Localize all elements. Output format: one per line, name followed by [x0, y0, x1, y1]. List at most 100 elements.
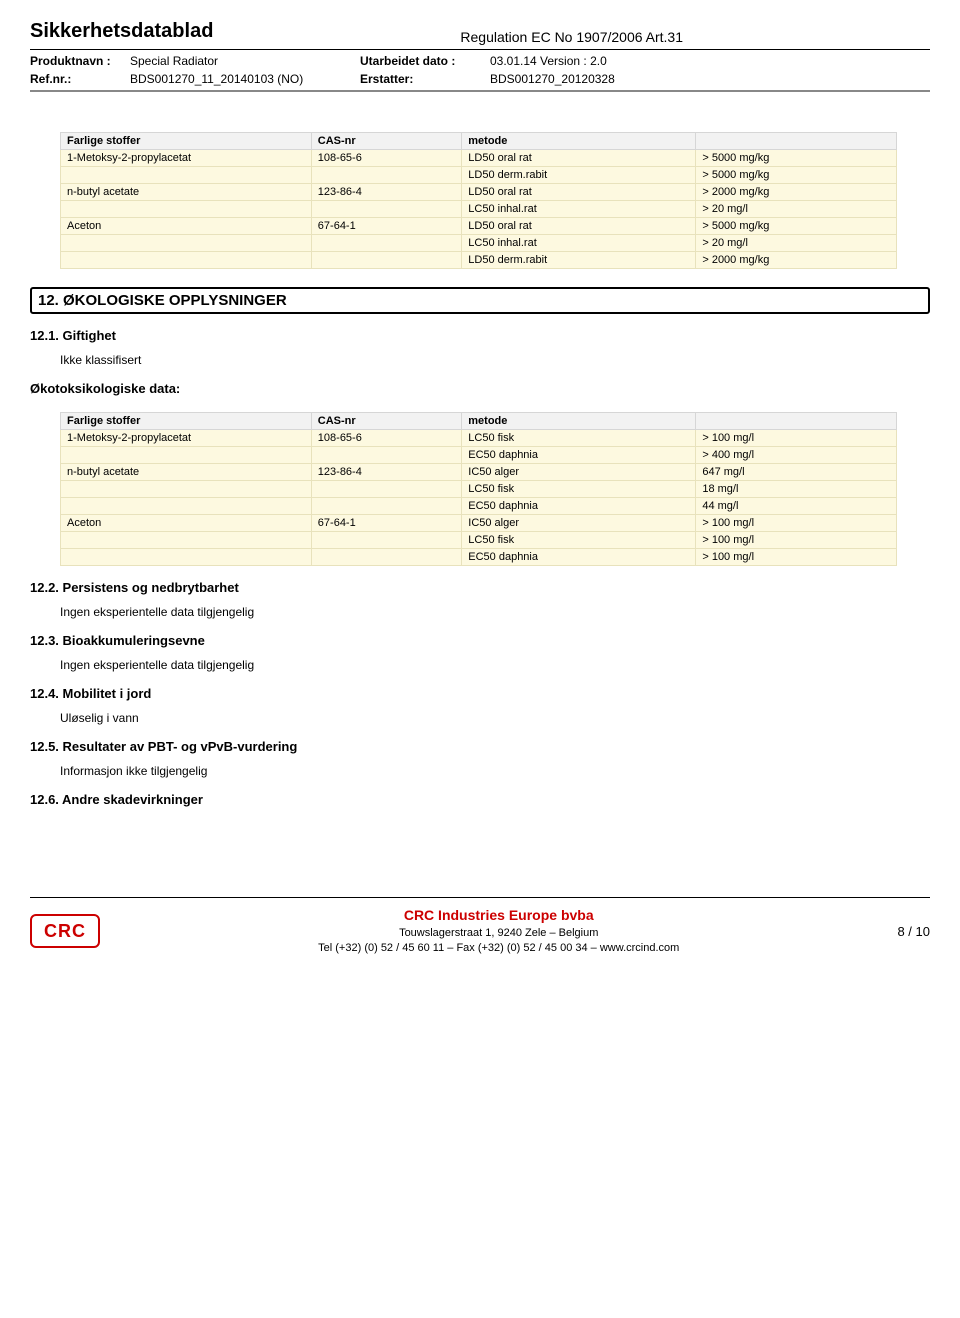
- page-footer: CRC CRC Industries Europe bvba Touwslage…: [30, 897, 930, 956]
- table-row: LC50 inhal.rat> 20 mg/l: [61, 201, 897, 218]
- table-cell: LD50 derm.rabit: [462, 252, 696, 269]
- table-cell: EC50 daphnia: [462, 498, 696, 515]
- erstatter-label: Erstatter:: [360, 72, 490, 86]
- product-info-row2: Ref.nr.: BDS001270_11_20140103 (NO) Erst…: [30, 72, 930, 86]
- section-12-header: 12. ØKOLOGISKE OPPLYSNINGER: [30, 287, 930, 314]
- table-cell: [61, 498, 312, 515]
- table-row: EC50 daphnia44 mg/l: [61, 498, 897, 515]
- table-row: LC50 fisk> 100 mg/l: [61, 532, 897, 549]
- table-cell: [311, 447, 461, 464]
- footer-company: CRC Industries Europe bvba: [120, 906, 877, 926]
- table-cell: LC50 fisk: [462, 532, 696, 549]
- table-row: EC50 daphnia> 100 mg/l: [61, 549, 897, 566]
- table-cell: > 100 mg/l: [696, 515, 897, 532]
- table-row: Aceton67-64-1IC50 alger> 100 mg/l: [61, 515, 897, 532]
- table-cell: 647 mg/l: [696, 464, 897, 481]
- th-cas: CAS-nr: [311, 413, 461, 430]
- table-cell: > 20 mg/l: [696, 201, 897, 218]
- utarb-value: 03.01.14 Version : 2.0: [490, 54, 607, 68]
- ecotox-table: Farlige stoffer CAS-nr metode 1-Metoksy-…: [60, 412, 897, 566]
- table-row: n-butyl acetate123-86-4IC50 alger647 mg/…: [61, 464, 897, 481]
- toxicology-table: Farlige stoffer CAS-nr metode 1-Metoksy-…: [60, 132, 897, 269]
- table-cell: [311, 235, 461, 252]
- table-cell: > 5000 mg/kg: [696, 218, 897, 235]
- table-cell: [61, 532, 312, 549]
- table-cell: > 20 mg/l: [696, 235, 897, 252]
- table-cell: 1-Metoksy-2-propylacetat: [61, 430, 312, 447]
- table-cell: n-butyl acetate: [61, 464, 312, 481]
- th-substance: Farlige stoffer: [61, 133, 312, 150]
- table-cell: [311, 167, 461, 184]
- table-row: EC50 daphnia> 400 mg/l: [61, 447, 897, 464]
- table-cell: EC50 daphnia: [462, 549, 696, 566]
- table-cell: 44 mg/l: [696, 498, 897, 515]
- table-cell: [61, 447, 312, 464]
- section-12-1-title: 12.1. Giftighet: [30, 328, 930, 343]
- table-cell: 1-Metoksy-2-propylacetat: [61, 150, 312, 167]
- table-cell: 108-65-6: [311, 150, 461, 167]
- refnr-value: BDS001270_11_20140103 (NO): [130, 72, 360, 86]
- table-cell: 67-64-1: [311, 515, 461, 532]
- table-cell: LD50 oral rat: [462, 150, 696, 167]
- th-cas: CAS-nr: [311, 133, 461, 150]
- th-value: [696, 413, 897, 430]
- table-cell: IC50 alger: [462, 515, 696, 532]
- table-cell: n-butyl acetate: [61, 184, 312, 201]
- table-cell: [61, 481, 312, 498]
- prod-name-label: Produktnavn :: [30, 54, 130, 68]
- table-header-row: Farlige stoffer CAS-nr metode: [61, 413, 897, 430]
- table-cell: [61, 167, 312, 184]
- table-cell: LC50 inhal.rat: [462, 201, 696, 218]
- page-number: 8 / 10: [897, 924, 930, 939]
- section-12-3-title: 12.3. Bioakkumuleringsevne: [30, 633, 930, 648]
- th-substance: Farlige stoffer: [61, 413, 312, 430]
- table-row: LD50 derm.rabit> 2000 mg/kg: [61, 252, 897, 269]
- section-12-2-text: Ingen eksperientelle data tilgjengelig: [60, 605, 930, 619]
- regulation-text: Regulation EC No 1907/2006 Art.31: [213, 29, 930, 45]
- table-cell: 123-86-4: [311, 464, 461, 481]
- table-cell: > 100 mg/l: [696, 549, 897, 566]
- table-header-row: Farlige stoffer CAS-nr metode: [61, 133, 897, 150]
- th-method: metode: [462, 413, 696, 430]
- table-cell: 108-65-6: [311, 430, 461, 447]
- table-cell: Aceton: [61, 515, 312, 532]
- table-cell: 18 mg/l: [696, 481, 897, 498]
- table-cell: > 100 mg/l: [696, 532, 897, 549]
- th-value: [696, 133, 897, 150]
- table-cell: [311, 481, 461, 498]
- section-12-4-text: Uløselig i vann: [60, 711, 930, 725]
- table-row: LC50 inhal.rat> 20 mg/l: [61, 235, 897, 252]
- table-cell: > 5000 mg/kg: [696, 167, 897, 184]
- table-row: 1-Metoksy-2-propylacetat108-65-6LD50 ora…: [61, 150, 897, 167]
- footer-address: Touwslagerstraat 1, 9240 Zele – Belgium: [120, 926, 877, 941]
- table-cell: [311, 532, 461, 549]
- table-cell: EC50 daphnia: [462, 447, 696, 464]
- table-cell: > 100 mg/l: [696, 430, 897, 447]
- table-cell: LC50 inhal.rat: [462, 235, 696, 252]
- section-12-5-text: Informasjon ikke tilgjengelig: [60, 764, 930, 778]
- table-cell: [61, 252, 312, 269]
- table-cell: LC50 fisk: [462, 430, 696, 447]
- table-cell: > 2000 mg/kg: [696, 184, 897, 201]
- th-method: metode: [462, 133, 696, 150]
- table-cell: [311, 201, 461, 218]
- footer-center: CRC Industries Europe bvba Touwslagerstr…: [120, 906, 877, 956]
- ecotox-title: Økotoksikologiske data:: [30, 381, 930, 396]
- table-cell: [311, 252, 461, 269]
- table-cell: Aceton: [61, 218, 312, 235]
- section-12-6-title: 12.6. Andre skadevirkninger: [30, 792, 930, 807]
- refnr-label: Ref.nr.:: [30, 72, 130, 86]
- table-cell: > 5000 mg/kg: [696, 150, 897, 167]
- table-row: 1-Metoksy-2-propylacetat108-65-6LC50 fis…: [61, 430, 897, 447]
- table-cell: LC50 fisk: [462, 481, 696, 498]
- table-cell: [61, 235, 312, 252]
- table-row: n-butyl acetate123-86-4LD50 oral rat> 20…: [61, 184, 897, 201]
- erstatter-value: BDS001270_20120328: [490, 72, 615, 86]
- section-12-1-text: Ikke klassifisert: [60, 353, 930, 367]
- doc-title: Sikkerhetsdatablad: [30, 20, 213, 43]
- table-cell: [61, 549, 312, 566]
- table-cell: IC50 alger: [462, 464, 696, 481]
- section-12-4-title: 12.4. Mobilitet i jord: [30, 686, 930, 701]
- utarb-label: Utarbeidet dato :: [360, 54, 490, 68]
- table-cell: LD50 oral rat: [462, 218, 696, 235]
